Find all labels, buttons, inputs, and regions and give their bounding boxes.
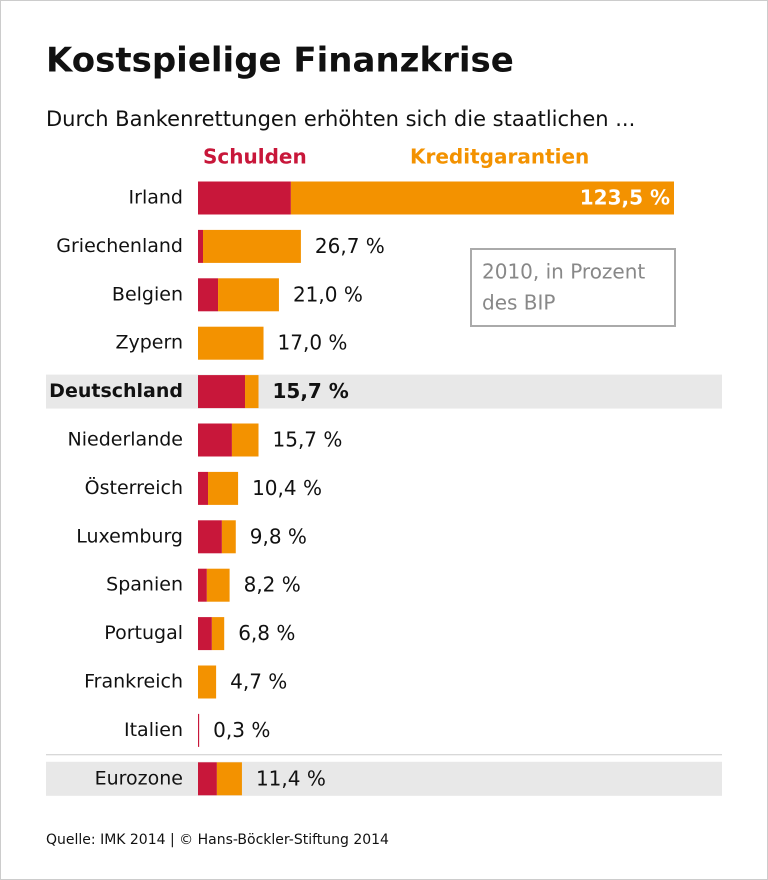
- total-label: 8,2 %: [244, 573, 301, 597]
- bar-segment: [203, 229, 301, 263]
- total-label: 123,5 %: [580, 186, 670, 210]
- category-label: Frankreich: [84, 671, 183, 693]
- category-label: Zypern: [115, 332, 183, 354]
- total-label: 11,4 %: [256, 766, 326, 790]
- bar-segment: [198, 713, 200, 747]
- category-label: Luxemburg: [76, 525, 183, 547]
- bar-segment: [198, 665, 217, 699]
- annotation: des BIP: [482, 291, 555, 315]
- category-label: Niederlande: [68, 429, 183, 451]
- annotation: 2010, in Prozent: [482, 260, 645, 284]
- bar-segment: [216, 762, 242, 796]
- bar-segment: [198, 423, 232, 457]
- annotation-box: [470, 248, 676, 327]
- total-label: 0,3 %: [213, 718, 270, 742]
- source: Quelle: IMK 2014 | © Hans-Böckler-Stiftu…: [46, 832, 389, 848]
- bar-segment: [198, 617, 212, 651]
- bar-segment: [198, 471, 209, 505]
- category-label: Österreich: [85, 476, 183, 499]
- bar-segment: [198, 568, 207, 602]
- total-label: 17,0 %: [278, 331, 348, 355]
- category-label: Griechenland: [56, 235, 183, 257]
- bar-segment: [208, 471, 239, 505]
- legend-label: Kreditgarantien: [410, 145, 589, 169]
- category-label: Eurozone: [95, 767, 183, 789]
- legend-label: Schulden: [203, 145, 307, 169]
- bar-segment: [198, 229, 204, 263]
- category-label: Irland: [129, 187, 183, 209]
- row-backgrounds: [46, 374, 722, 796]
- bar-segment: [198, 375, 246, 409]
- bar-segment: [198, 278, 219, 312]
- category-label: Portugal: [104, 622, 183, 644]
- total-label: 15,7 %: [273, 428, 343, 452]
- chart-subtitle: Durch Bankenrettungen erhöhten sich die …: [46, 107, 635, 131]
- bar-segment: [245, 375, 259, 409]
- bar-segment: [198, 181, 291, 215]
- bar-segment: [198, 762, 217, 796]
- total-label: 4,7 %: [230, 670, 287, 694]
- row-highlight: [46, 761, 722, 796]
- bar-segment: [221, 520, 236, 554]
- total-label: 26,7 %: [315, 234, 385, 258]
- bar-segment: [211, 617, 225, 651]
- category-label: Deutschland: [49, 380, 183, 402]
- total-label: 21,0 %: [293, 282, 363, 306]
- total-label: 6,8 %: [238, 621, 295, 645]
- total-label: 15,7 %: [273, 379, 349, 403]
- category-label: Belgien: [112, 283, 183, 305]
- bar-segment: [206, 568, 230, 602]
- bar-segment: [198, 520, 222, 554]
- total-label: 10,4 %: [252, 476, 322, 500]
- category-label: Italien: [124, 719, 183, 741]
- bar-segment: [290, 181, 674, 215]
- bar-segment: [218, 278, 279, 312]
- chart-title: Kostspielige Finanzkrise: [46, 41, 514, 81]
- bar-segment: [198, 326, 264, 360]
- category-label: Spanien: [106, 574, 183, 596]
- row-highlight: [46, 374, 722, 409]
- total-label: 9,8 %: [250, 524, 307, 548]
- bar-segment: [231, 423, 259, 457]
